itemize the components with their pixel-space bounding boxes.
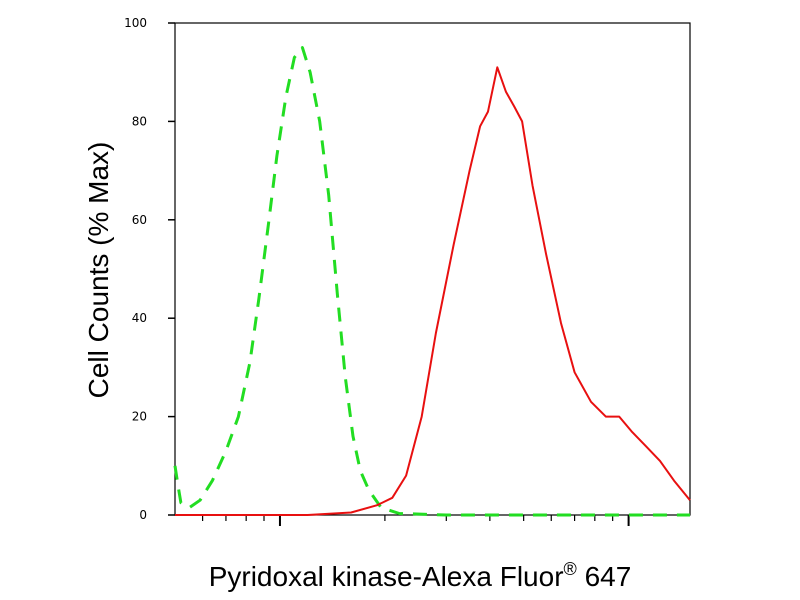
y-axis-label: Cell Counts (% Max) [83, 142, 114, 399]
y-tick-label: 40 [132, 311, 147, 325]
y-tick-label: 100 [124, 16, 147, 30]
control-histogram-line [173, 46, 690, 517]
y-axis: 0 20 40 60 80 100 [124, 16, 175, 522]
y-tick-label: 20 [132, 410, 147, 424]
plot-area [174, 22, 691, 516]
x-axis-label-main: Pyridoxal kinase-Alexa Fluor [209, 561, 564, 592]
y-tick-label: 60 [132, 213, 147, 227]
x-axis-label-suffix: 647 [585, 561, 632, 592]
y-tick-label: 0 [139, 508, 147, 522]
plot-border [174, 22, 691, 516]
x-axis-label: Pyridoxal kinase-Alexa Fluor® 647 [209, 559, 632, 592]
x-axis [202, 515, 630, 526]
sample-histogram-line [175, 66, 691, 516]
y-tick-label: 80 [132, 114, 147, 128]
series-layer [173, 46, 691, 517]
x-axis-label-superscript: ® [564, 559, 577, 579]
